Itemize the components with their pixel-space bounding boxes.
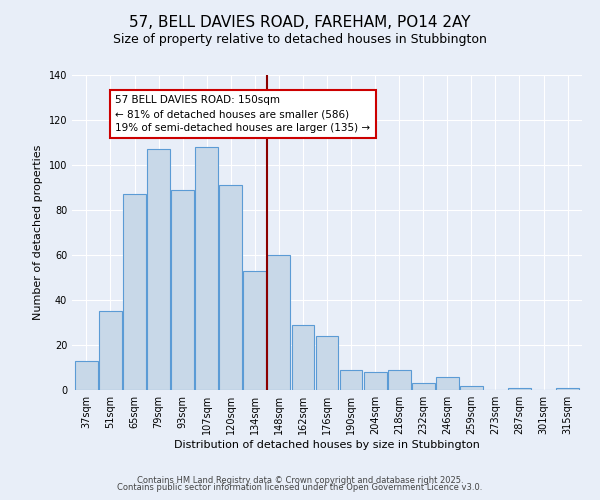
Bar: [268, 255, 290, 390]
Bar: [99, 311, 122, 390]
Bar: [316, 336, 338, 390]
X-axis label: Distribution of detached houses by size in Stubbington: Distribution of detached houses by size …: [174, 440, 480, 450]
Bar: [171, 190, 194, 390]
Bar: [147, 149, 170, 390]
Bar: [292, 325, 314, 390]
Bar: [508, 388, 531, 390]
Bar: [244, 271, 266, 390]
Text: 57, BELL DAVIES ROAD, FAREHAM, PO14 2AY: 57, BELL DAVIES ROAD, FAREHAM, PO14 2AY: [129, 15, 471, 30]
Bar: [195, 147, 218, 390]
Text: 57 BELL DAVIES ROAD: 150sqm
← 81% of detached houses are smaller (586)
19% of se: 57 BELL DAVIES ROAD: 150sqm ← 81% of det…: [115, 95, 370, 133]
Bar: [364, 372, 386, 390]
Bar: [460, 386, 483, 390]
Bar: [388, 370, 410, 390]
Bar: [340, 370, 362, 390]
Text: Contains HM Land Registry data © Crown copyright and database right 2025.: Contains HM Land Registry data © Crown c…: [137, 476, 463, 485]
Y-axis label: Number of detached properties: Number of detached properties: [33, 145, 43, 320]
Bar: [556, 388, 579, 390]
Bar: [123, 194, 146, 390]
Text: Contains public sector information licensed under the Open Government Licence v3: Contains public sector information licen…: [118, 484, 482, 492]
Bar: [220, 185, 242, 390]
Bar: [436, 376, 459, 390]
Bar: [412, 383, 434, 390]
Bar: [75, 361, 98, 390]
Text: Size of property relative to detached houses in Stubbington: Size of property relative to detached ho…: [113, 32, 487, 46]
